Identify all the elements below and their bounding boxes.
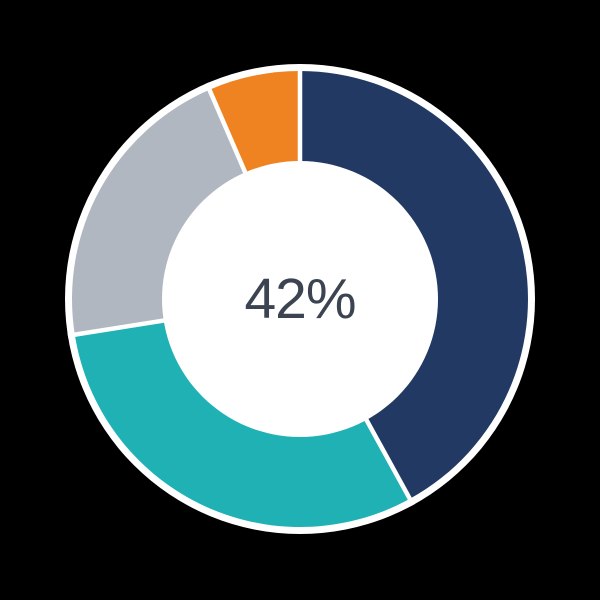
donut-hole xyxy=(162,161,438,437)
